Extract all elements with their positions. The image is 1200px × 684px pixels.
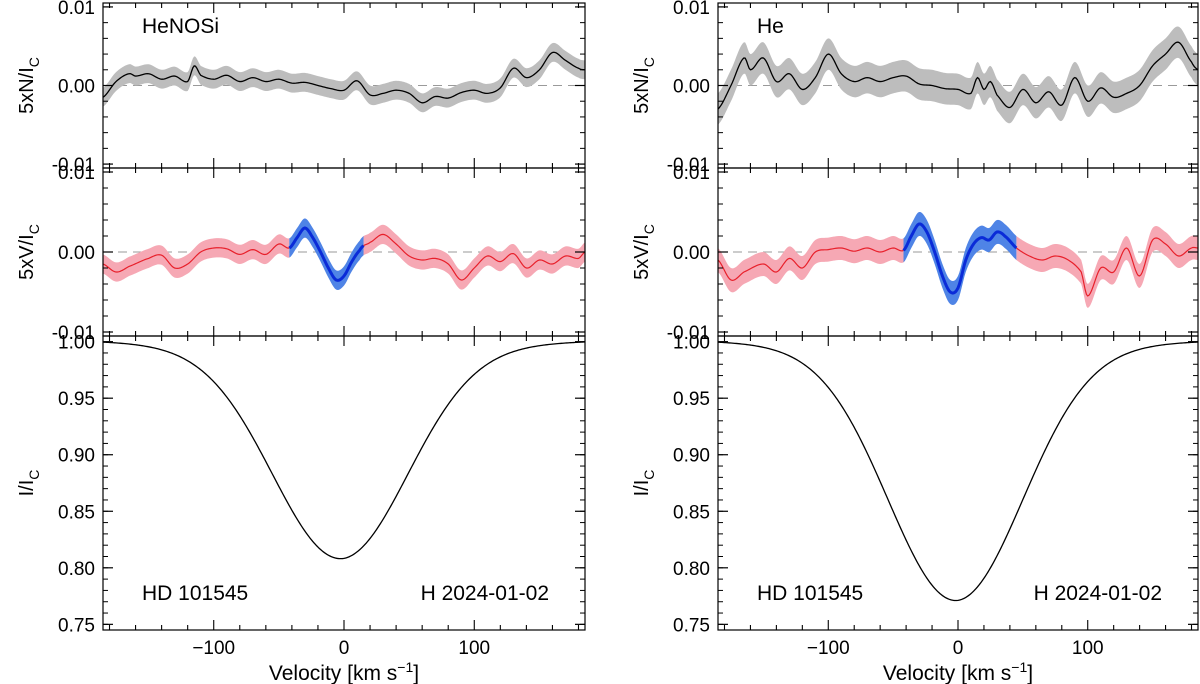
y-tick-label: 0.00 bbox=[58, 243, 95, 264]
x-tick-label: 100 bbox=[458, 638, 490, 659]
observation-label: H 2024-01-02 bbox=[1034, 582, 1162, 605]
x-axis-label-sup: −1 bbox=[1011, 659, 1027, 675]
plot-area bbox=[718, 341, 1198, 602]
y-tick-label: 0.00 bbox=[673, 77, 710, 98]
y-tick-label: 0.00 bbox=[673, 243, 710, 264]
plot-area bbox=[103, 42, 585, 113]
stokes-v-band-right bbox=[363, 224, 585, 290]
y-tick-label: 0.01 bbox=[58, 163, 95, 184]
stokes-v-line-detection bbox=[288, 226, 365, 282]
panel-n: 0.01 0.00 -0.01 5xN/IC bbox=[631, 0, 1199, 176]
y-axis-label-main: I/I bbox=[631, 480, 653, 497]
x-axis-label-main: Velocity [km s bbox=[883, 662, 1011, 684]
y-tick-label: 0.01 bbox=[58, 0, 95, 19]
mask-label: HeNOSi bbox=[142, 15, 219, 38]
y-tick-label: -0.01 bbox=[52, 155, 95, 176]
panel-n: 0.01 0.00 -0.01 5xN/IC bbox=[16, 0, 586, 176]
y-axis-label-sub: C bbox=[26, 470, 42, 480]
stokes-v-band-left bbox=[103, 234, 290, 282]
y-tick-label: 0.90 bbox=[58, 446, 95, 467]
y-tick-label: 0.95 bbox=[58, 389, 95, 410]
observation-label: H 2024-01-02 bbox=[421, 582, 549, 605]
stokes-v-band-detection bbox=[289, 218, 364, 290]
mask-label: He bbox=[757, 15, 784, 38]
intensity-profile-line bbox=[718, 341, 1198, 602]
plot-area bbox=[103, 218, 585, 290]
null-error-band bbox=[103, 42, 585, 113]
y-axis-label-sub: C bbox=[26, 224, 42, 234]
y-tick-label: 0.75 bbox=[673, 615, 710, 636]
y-axis-label-sub: C bbox=[641, 224, 657, 234]
panel-i: 1.00 0.95 0.90 0.85 0.80 0.75 I/IC bbox=[16, 333, 586, 636]
y-tick-label: 0.85 bbox=[58, 502, 95, 523]
chart-1: 0.010.00-0.015xN/IC0.010.00-0.015xV/IC1.… bbox=[16, 0, 586, 684]
star-label: HD 101545 bbox=[757, 582, 863, 605]
x-tick-label: 0 bbox=[953, 638, 964, 659]
panel-v: 0.01 0.00 -0.01 5xV/IC bbox=[16, 163, 586, 344]
y-tick-label: 0.00 bbox=[58, 77, 95, 98]
y-axis-label: I/IC bbox=[16, 470, 42, 497]
stokes-v-line-left bbox=[103, 243, 290, 273]
panel-i: 1.00 0.95 0.90 0.85 0.80 0.75 I/IC bbox=[631, 333, 1199, 636]
panel-v: 0.01 0.00 -0.01 5xV/IC bbox=[631, 163, 1199, 344]
x-axis-label-close: ] bbox=[1027, 662, 1033, 684]
y-axis-label-main: 5xN/I bbox=[631, 67, 653, 114]
y-axis-label: I/IC bbox=[631, 470, 657, 497]
stokes-v-band-detection bbox=[903, 212, 1017, 306]
stokes-v-line-right bbox=[363, 233, 585, 281]
y-tick-label: 1.00 bbox=[58, 333, 95, 354]
x-tick-label: −100 bbox=[807, 638, 850, 659]
x-axis-label-sup: −1 bbox=[397, 659, 413, 675]
y-axis-label-main: 5xV/I bbox=[631, 234, 653, 280]
x-tick-label: 0 bbox=[339, 638, 350, 659]
y-tick-label: 0.80 bbox=[673, 559, 710, 580]
y-axis-label-sub: C bbox=[26, 57, 42, 67]
y-tick-label: -0.01 bbox=[667, 323, 710, 344]
x-tick-label: 100 bbox=[1072, 638, 1104, 659]
y-axis-label: 5xN/IC bbox=[16, 57, 42, 114]
intensity-profile-line bbox=[103, 341, 585, 560]
plot-area bbox=[718, 26, 1198, 125]
null-profile-line bbox=[718, 41, 1198, 110]
stokes-v-line-detection bbox=[902, 222, 1018, 295]
y-axis-label: 5xV/IC bbox=[16, 224, 42, 280]
x-axis-label: Velocity [km s−1] bbox=[883, 659, 1033, 684]
y-axis-label-main: 5xN/I bbox=[16, 67, 38, 114]
plot-area bbox=[103, 341, 585, 560]
x-axis-label-main: Velocity [km s bbox=[269, 662, 397, 684]
plot-area bbox=[718, 212, 1198, 308]
y-tick-label: 0.75 bbox=[58, 615, 95, 636]
null-error-band bbox=[718, 26, 1198, 125]
x-axis-label-close: ] bbox=[413, 662, 419, 684]
y-tick-label: 1.00 bbox=[673, 333, 710, 354]
x-axis-label: Velocity [km s−1] bbox=[269, 659, 419, 684]
y-tick-label: -0.01 bbox=[52, 323, 95, 344]
chart-2: 0.010.00-0.015xN/IC0.010.00-0.015xV/IC1.… bbox=[631, 0, 1199, 684]
y-axis-label: 5xV/IC bbox=[631, 224, 657, 280]
stokes-v-line-left bbox=[718, 247, 904, 281]
star-label: HD 101545 bbox=[142, 582, 248, 605]
y-tick-label: 0.90 bbox=[673, 446, 710, 467]
x-tick-label: −100 bbox=[192, 638, 235, 659]
y-axis-label-sub: C bbox=[641, 57, 657, 67]
y-axis-label: 5xN/IC bbox=[631, 57, 657, 114]
y-axis-label-sub: C bbox=[641, 470, 657, 480]
y-axis-label-main: I/I bbox=[16, 480, 38, 497]
stokes-v-band-left bbox=[718, 235, 904, 293]
y-tick-label: 0.01 bbox=[673, 0, 710, 19]
stokes-v-line-right bbox=[1016, 237, 1198, 297]
null-profile-line bbox=[103, 51, 585, 104]
y-tick-label: 0.95 bbox=[673, 389, 710, 410]
y-axis-label-main: 5xV/I bbox=[16, 234, 38, 280]
y-tick-label: 0.01 bbox=[673, 163, 710, 184]
stokes-v-band-right bbox=[1016, 226, 1198, 308]
y-tick-label: -0.01 bbox=[667, 155, 710, 176]
y-tick-label: 0.85 bbox=[673, 502, 710, 523]
y-tick-label: 0.80 bbox=[58, 559, 95, 580]
